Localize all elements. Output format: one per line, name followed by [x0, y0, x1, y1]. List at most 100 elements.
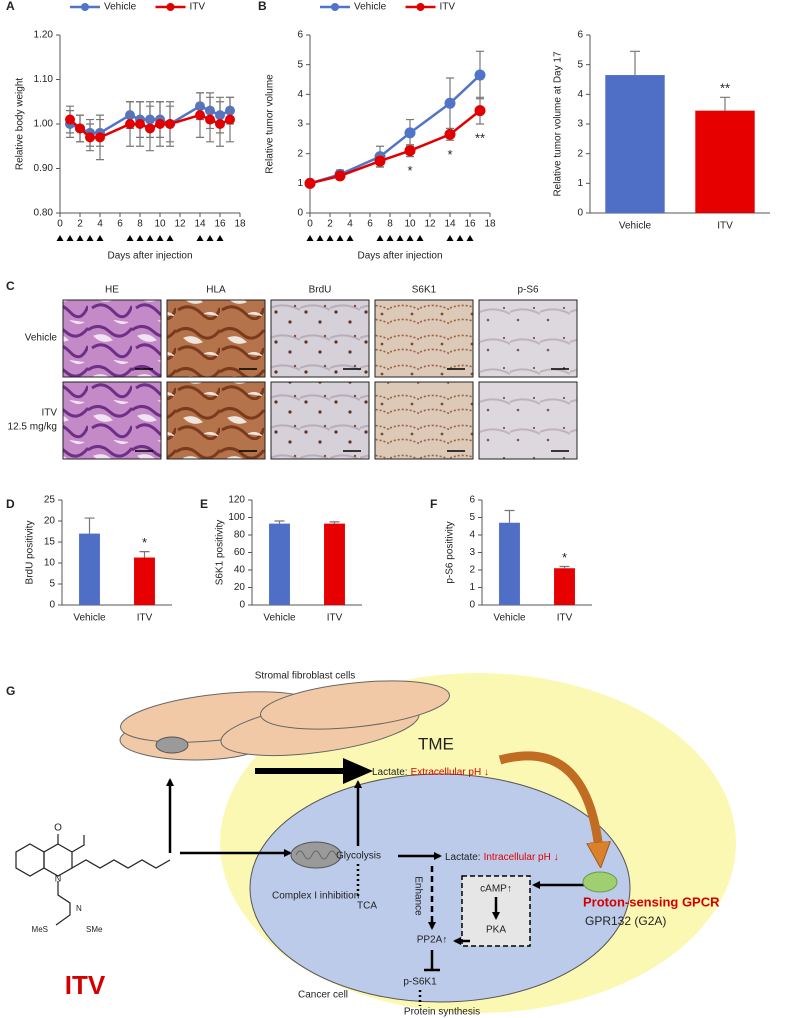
point	[444, 128, 456, 140]
dose-marker	[136, 235, 144, 241]
x-tick-label: 14	[444, 219, 456, 230]
point	[404, 127, 416, 139]
y-tick-label: 1	[297, 178, 303, 189]
x-tick-label: 10	[154, 219, 166, 230]
dose-marker	[466, 235, 474, 241]
panel-label: F	[430, 497, 437, 511]
micrograph	[478, 381, 578, 460]
dose-marker	[196, 235, 204, 241]
point	[95, 132, 105, 143]
x-tick-label: 10	[404, 219, 416, 230]
y-tick-label: 3	[297, 119, 303, 130]
point	[125, 119, 135, 129]
y-tick-label: 2	[297, 148, 303, 159]
dose-marker	[446, 235, 454, 241]
dose-marker	[66, 235, 74, 241]
label: Cancer cell	[298, 990, 348, 1001]
dose-marker	[316, 235, 324, 241]
label: Proton-sensing GPCR	[583, 894, 720, 909]
mitochondrion	[155, 736, 189, 754]
dose-marker	[386, 235, 394, 241]
micrograph	[62, 299, 162, 378]
dose-marker	[306, 235, 314, 241]
micrograph	[62, 381, 162, 460]
x-tick-label: ITV	[137, 613, 153, 624]
x-tick-label: 18	[234, 219, 246, 230]
x-axis-label: Days after injection	[107, 251, 192, 262]
x-tick-label: 8	[387, 219, 393, 230]
y-tick-label: 2	[577, 148, 583, 159]
micrograph	[374, 299, 474, 378]
bar	[695, 110, 755, 213]
label: Complex I inhibition	[272, 891, 359, 902]
y-tick-label: 0.90	[34, 163, 54, 174]
legend-label: ITV	[190, 2, 206, 13]
legend-marker	[166, 3, 175, 11]
panel-label: G	[6, 684, 15, 698]
y-tick-label: 4	[297, 89, 303, 100]
point	[205, 114, 215, 125]
y-tick-label: 10	[44, 558, 56, 569]
point	[374, 155, 386, 167]
y-tick-label: 40	[234, 565, 246, 576]
y-tick-label: 1	[577, 178, 583, 189]
label: Intracellular pH ↓	[484, 852, 559, 863]
significance: *	[562, 550, 567, 565]
label: p-S6K1	[403, 977, 437, 988]
dose-marker	[346, 235, 354, 241]
x-tick-label: Vehicle	[493, 613, 526, 624]
significance: *	[142, 535, 147, 550]
micrograph	[270, 381, 370, 460]
y-axis-label: Relative body weight	[15, 78, 26, 170]
dose-marker	[336, 235, 344, 241]
point	[145, 123, 155, 134]
y-tick-label: 20	[44, 516, 56, 527]
micrograph	[270, 299, 370, 378]
y-tick-label: 0.80	[34, 208, 54, 219]
label: Lactate: Intracellular pH ↓	[445, 852, 559, 863]
bar	[324, 523, 345, 605]
panel-label: C	[6, 279, 15, 293]
y-tick-label: 4	[469, 530, 475, 541]
x-axis-label: Days after injection	[357, 251, 442, 262]
dose-marker	[76, 235, 84, 241]
y-tick-label: 15	[44, 537, 56, 548]
dose-marker	[406, 235, 414, 241]
y-tick-label: 4	[577, 89, 583, 100]
label: Stromal fibroblast cells	[255, 671, 356, 682]
row-label: ITV	[41, 408, 57, 419]
dose-marker	[456, 235, 464, 241]
panel-label: E	[200, 497, 208, 511]
error-bar	[274, 520, 285, 524]
point	[135, 119, 145, 129]
point	[474, 105, 486, 117]
y-tick-label: 1.10	[34, 74, 54, 85]
x-tick-label: Vehicle	[619, 221, 652, 232]
label: Lactate: Extracellular pH ↓	[372, 767, 489, 778]
x-tick-label: 0	[307, 219, 313, 230]
label: TCA	[357, 901, 377, 912]
y-tick-label: 5	[577, 59, 583, 70]
y-tick-label: 80	[234, 530, 246, 541]
x-tick-label: ITV	[557, 613, 573, 624]
y-axis-label: Relative tumor volume at Day 17	[553, 51, 564, 197]
y-tick-label: 1.00	[34, 119, 54, 130]
label: Enhance	[412, 876, 423, 916]
legend-marker	[416, 3, 425, 11]
error-bar	[329, 521, 340, 524]
column-header: p-S6	[517, 285, 539, 296]
atom: SMe	[86, 925, 103, 934]
x-tick-label: 14	[194, 219, 206, 230]
y-tick-label: 5	[297, 59, 303, 70]
micrograph	[166, 299, 266, 378]
atom: N	[76, 904, 82, 913]
x-tick-label: Vehicle	[73, 613, 106, 624]
y-tick-label: 3	[577, 119, 583, 130]
bond	[71, 859, 171, 869]
dose-marker	[86, 235, 94, 241]
y-tick-label: 20	[234, 582, 246, 593]
x-tick-label: 6	[117, 219, 123, 230]
panel-label: A	[6, 0, 15, 13]
drug-name: ITV	[65, 970, 106, 1000]
